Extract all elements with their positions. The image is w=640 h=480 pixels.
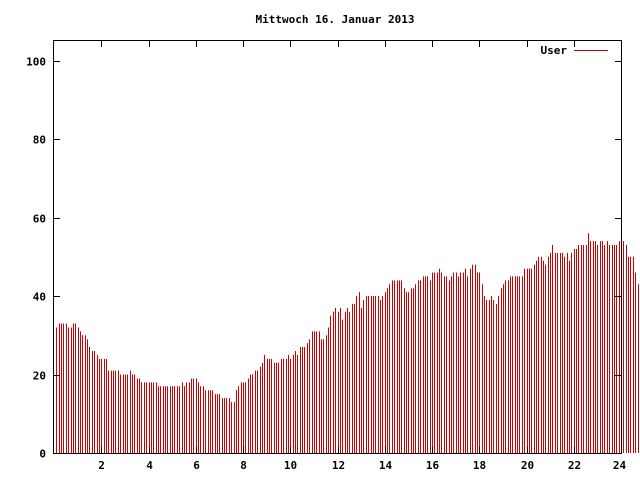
x-tick-label: 14 <box>379 459 393 472</box>
x-tick-label: 22 <box>568 459 581 472</box>
x-tick-label: 16 <box>426 459 440 472</box>
x-tick-label: 6 <box>193 459 200 472</box>
x-tick-label: 10 <box>284 459 297 472</box>
x-tick-label: 4 <box>146 459 153 472</box>
chart-title: Mittwoch 16. Januar 2013 <box>256 13 415 26</box>
y-tick-label: 100 <box>26 56 46 69</box>
y-tick-label: 0 <box>39 448 46 461</box>
x-tick-label: 12 <box>332 459 345 472</box>
x-tick-label: 18 <box>473 459 486 472</box>
x-tick-label: 24 <box>613 459 627 472</box>
legend-label-user: User <box>541 44 568 57</box>
legend: User <box>541 44 608 57</box>
y-tick-label: 40 <box>33 291 46 304</box>
x-tick-label: 8 <box>240 459 247 472</box>
x-tick-label: 20 <box>521 459 534 472</box>
bar-series-user <box>56 233 639 453</box>
plot-frame <box>53 40 622 454</box>
y-tick-label: 20 <box>33 370 46 383</box>
y-tick-label: 60 <box>33 213 46 226</box>
y-tick-label: 80 <box>33 134 46 147</box>
x-tick-label: 2 <box>98 459 105 472</box>
